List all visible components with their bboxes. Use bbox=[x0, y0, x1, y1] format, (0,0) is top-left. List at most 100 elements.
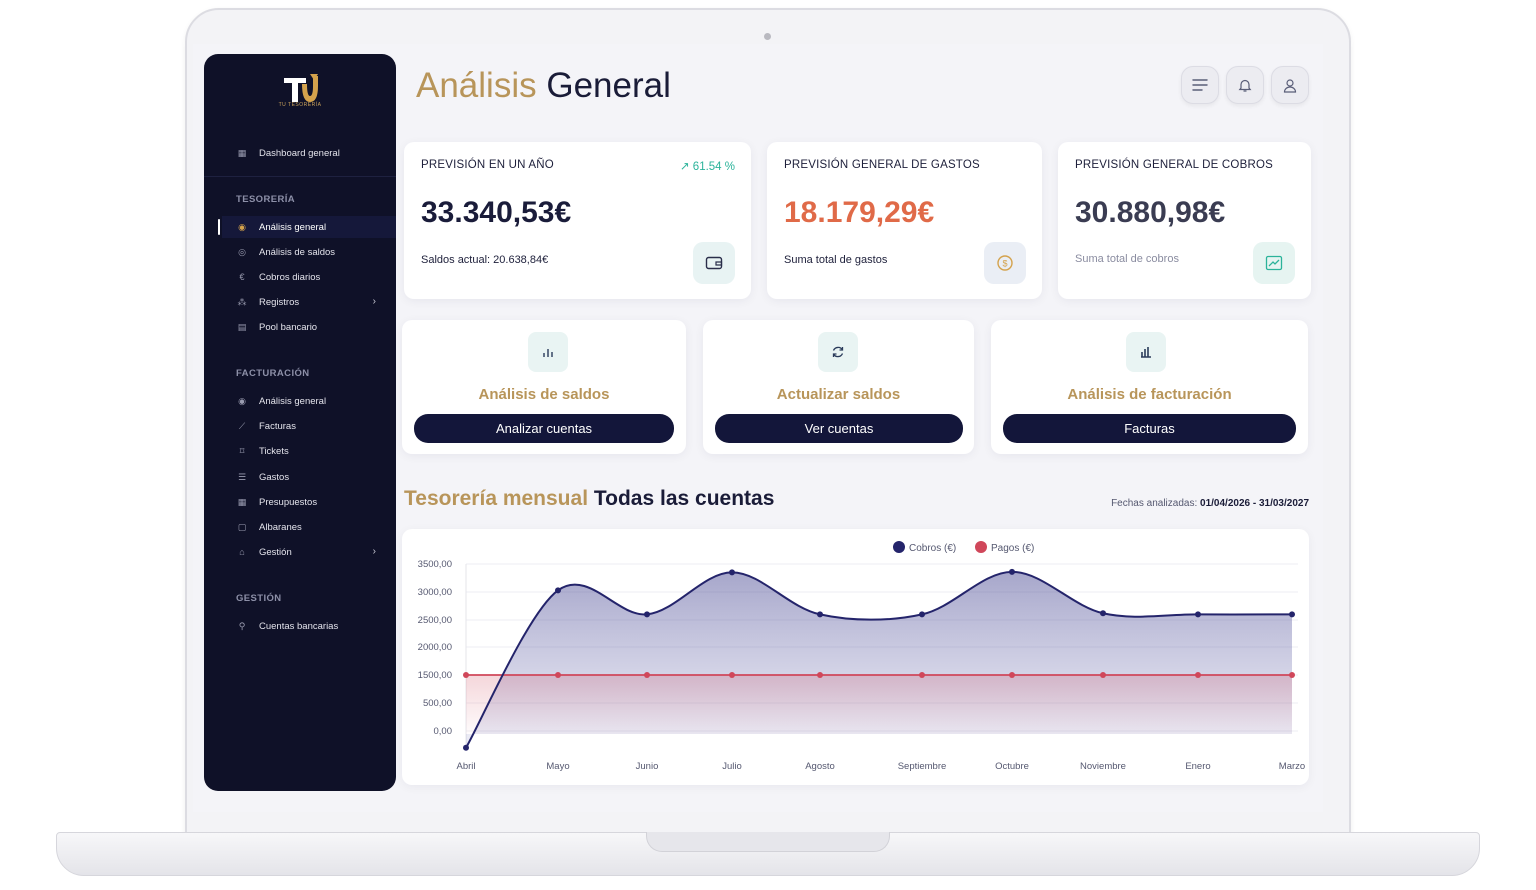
sidebar-item-presupuestos[interactable]: ▦ Presupuestos bbox=[236, 493, 317, 511]
sidebar-item-fact-analisis-general[interactable]: ◉ Análisis general bbox=[236, 392, 326, 410]
treasury-area-chart: 3500,00 3000,00 2500,00 2000,00 1500,00 500,0… bbox=[418, 541, 1305, 772]
x-tick-label: Abril bbox=[456, 761, 475, 772]
brand-logo-text: TU TESORERÍA bbox=[278, 102, 322, 108]
monthly-title-part2: Todas las cuentas bbox=[593, 487, 775, 510]
sidebar-item-albaranes[interactable]: ▢ Albaranes bbox=[236, 518, 302, 536]
invoice-chart-icon bbox=[1126, 332, 1166, 372]
brand-logo-icon bbox=[284, 74, 318, 102]
sidebar-item-pool-bancario[interactable]: ▤ Pool bancario bbox=[236, 318, 317, 336]
page-title-part1: Análisis bbox=[416, 66, 537, 105]
kpi-card-cobros: PREVISIÓN GENERAL DE COBROS 30.880,98€ S… bbox=[1058, 142, 1311, 299]
coin-icon: $ bbox=[997, 255, 1013, 271]
sidebar-item-label: Análisis general bbox=[259, 395, 327, 407]
pagos-point bbox=[729, 672, 735, 678]
kpi-title: PREVISIÓN GENERAL DE GASTOS bbox=[784, 159, 980, 171]
sidebar: TU TESORERÍA ▦ Dashboard general TESORER… bbox=[204, 54, 396, 791]
kpi-value: 33.340,53€ bbox=[421, 196, 572, 229]
coin-button[interactable]: $ bbox=[984, 242, 1026, 284]
wallet-button[interactable] bbox=[693, 242, 735, 284]
sidebar-item-label: Análisis de saldos bbox=[259, 246, 336, 258]
sidebar-item-label: Presupuestos bbox=[259, 496, 318, 508]
cobros-line bbox=[465, 570, 1293, 749]
kpi-subtitle: Suma total de cobros bbox=[1075, 253, 1179, 265]
monthly-title-part1: Tesorería mensual bbox=[404, 487, 589, 510]
bell-icon bbox=[1238, 79, 1252, 92]
bank-pool-icon: ▤ bbox=[237, 321, 247, 332]
refresh-icon bbox=[818, 332, 858, 372]
page-title: Análisis General bbox=[416, 66, 671, 106]
kpi-title: PREVISIÓN EN UN AÑO bbox=[421, 159, 554, 171]
profile-button[interactable] bbox=[1271, 66, 1309, 104]
section-label-gestion: GESTIÓN bbox=[236, 593, 282, 604]
sidebar-item-cobros-diarios[interactable]: € Cobros diarios bbox=[236, 268, 320, 286]
facturas-button[interactable]: Facturas bbox=[1003, 414, 1296, 443]
legend-swatch-pagos bbox=[975, 541, 987, 553]
hand-coin-icon: ⚲ bbox=[238, 620, 246, 631]
notifications-button[interactable] bbox=[1226, 66, 1264, 104]
sidebar-item-registros[interactable]: ⁂ Registros bbox=[236, 293, 376, 311]
sidebar-item-dashboard[interactable]: ▦ Dashboard general bbox=[236, 144, 340, 162]
y-tick-label: 3500,00 bbox=[418, 559, 452, 570]
legend-swatch-cobros bbox=[893, 541, 905, 553]
date-range-value: 01/04/2026 - 31/03/2027 bbox=[1200, 498, 1309, 509]
cobros-point bbox=[1289, 611, 1295, 618]
date-range-label: Fechas analizadas: bbox=[1111, 498, 1198, 509]
sidebar-item-analisis-saldos[interactable]: ◎ Análisis de saldos bbox=[236, 243, 335, 261]
sidebar-item-analisis-general[interactable]: ◉ Análisis general bbox=[236, 218, 326, 236]
kpi-subtitle: Suma total de gastos bbox=[784, 254, 888, 266]
x-tick-label: Septiembre bbox=[898, 761, 947, 772]
sidebar-item-label: Gastos bbox=[259, 471, 290, 483]
kpi-subtitle: Saldos actual: 20.638,84€ bbox=[421, 254, 549, 266]
clipboard-icon: ▢ bbox=[237, 521, 247, 532]
line-chart-icon: ⟋ bbox=[238, 420, 246, 431]
gauge-icon: ◉ bbox=[238, 395, 246, 406]
sidebar-item-cuentas-bancarias[interactable]: ⚲ Cuentas bancarias bbox=[236, 617, 339, 635]
section-label-facturacion: FACTURACIÓN bbox=[236, 368, 310, 379]
cobros-point bbox=[463, 744, 469, 751]
pagos-point bbox=[1100, 672, 1106, 678]
sidebar-item-label: Dashboard general bbox=[259, 147, 340, 159]
monthly-section-title: Tesorería mensual Todas las cuentas bbox=[404, 487, 774, 511]
kpi-value: 30.880,98€ bbox=[1075, 196, 1226, 229]
cobros-point bbox=[817, 611, 823, 618]
y-tick-label: 500,00 bbox=[423, 698, 452, 709]
cobros-point bbox=[919, 611, 925, 618]
ver-cuentas-button[interactable]: Ver cuentas bbox=[715, 414, 963, 443]
sidebar-item-label: Registros bbox=[259, 296, 300, 308]
camera-dot bbox=[764, 33, 771, 40]
y-tick-label: 0,00 bbox=[434, 726, 453, 737]
sort-list-icon: ☰ bbox=[237, 471, 247, 482]
x-tick-label: Agosto bbox=[805, 761, 835, 772]
action-title: Análisis de saldos bbox=[478, 386, 610, 403]
euro-icon: € bbox=[239, 272, 245, 282]
y-tick-label: 2000,00 bbox=[418, 642, 452, 653]
chevron-right-icon[interactable]: › bbox=[372, 546, 376, 557]
sidebar-item-tickets[interactable]: ⌑ Tickets bbox=[236, 442, 289, 460]
sidebar-item-facturas[interactable]: ⟋ Facturas bbox=[236, 417, 296, 435]
pagos-point bbox=[1289, 672, 1295, 678]
x-tick-label: Julio bbox=[722, 761, 742, 772]
cobros-point bbox=[1100, 610, 1106, 617]
ticket-icon: ⌑ bbox=[239, 445, 245, 456]
sidebar-item-gastos[interactable]: ☰ Gastos bbox=[236, 468, 289, 486]
menu-button[interactable] bbox=[1181, 66, 1219, 104]
menu-icon bbox=[1192, 79, 1208, 91]
cobros-point bbox=[555, 587, 561, 594]
laptop-notch bbox=[646, 832, 890, 852]
date-range: Fechas analizadas: 01/04/2026 - 31/03/20… bbox=[1111, 498, 1309, 509]
pagos-point bbox=[555, 672, 561, 678]
x-tick-label: Enero bbox=[1185, 761, 1210, 772]
chevron-right-icon[interactable]: › bbox=[372, 296, 376, 307]
x-tick-label: Mayo bbox=[546, 761, 569, 772]
sidebar-item-label: Cuentas bancarias bbox=[259, 620, 339, 632]
trend-button[interactable] bbox=[1253, 242, 1295, 284]
user-icon bbox=[1283, 78, 1297, 93]
gauge-icon: ◉ bbox=[238, 221, 246, 232]
svg-text:$: $ bbox=[1002, 259, 1007, 269]
sidebar-item-gestion[interactable]: ⌂ Gestión bbox=[236, 543, 376, 561]
sidebar-divider bbox=[204, 176, 396, 177]
analizar-cuentas-button[interactable]: Analizar cuentas bbox=[414, 414, 674, 443]
pagos-point bbox=[1009, 672, 1015, 678]
sidebar-item-label: Tickets bbox=[259, 445, 289, 457]
grid-icon: ▦ bbox=[237, 147, 247, 158]
